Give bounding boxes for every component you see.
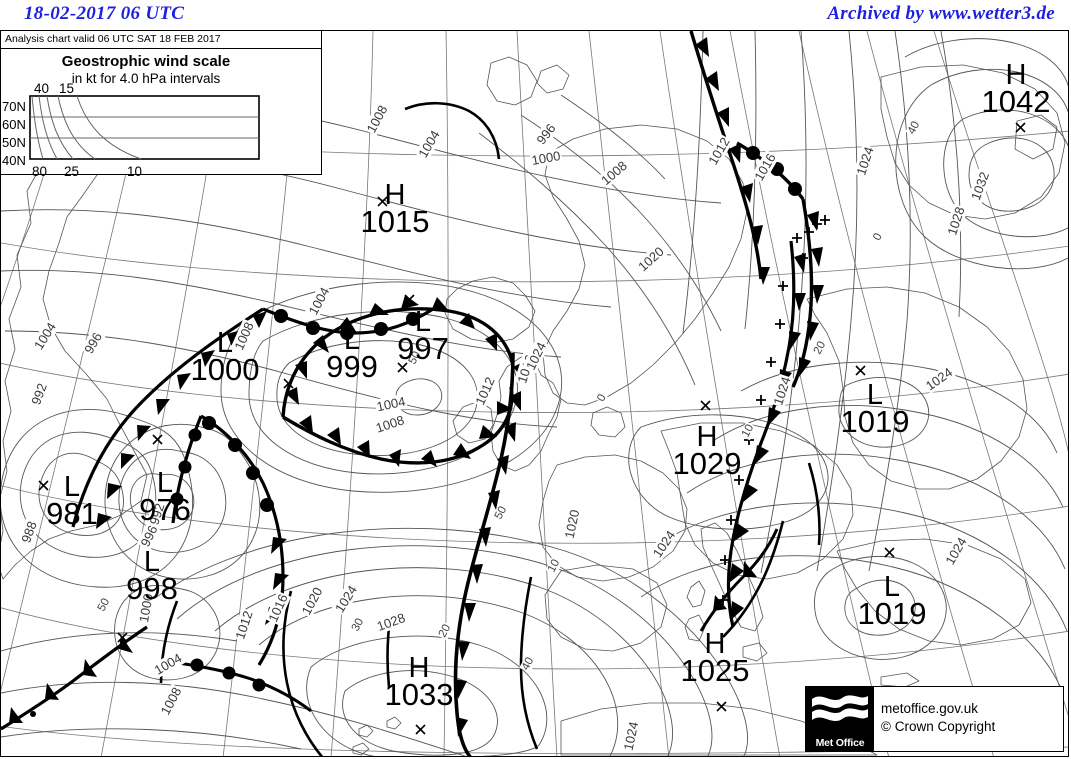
cold-front-italy xyxy=(699,528,779,632)
pressure-centre-l-981: L 981 xyxy=(26,471,118,531)
pressure-centre-l-1019: L 1019 xyxy=(829,379,921,439)
pressure-centre-value: 1033 xyxy=(384,677,454,712)
pressure-centre-type: H xyxy=(1005,59,1027,91)
pressure-centre-value: 1019 xyxy=(840,404,910,439)
pressure-centre-value: 1029 xyxy=(672,446,742,481)
pressure-centre-type: L xyxy=(883,571,901,603)
cold-front-998-trailing xyxy=(178,658,312,713)
pressure-centre-type: H xyxy=(704,628,726,660)
pressure-centre-value: 1015 xyxy=(360,204,430,239)
legend-tick-bottom-25: 25 xyxy=(64,164,80,179)
pressure-centre-type: L xyxy=(143,546,161,578)
pressure-centre-h-1033: H 1033 xyxy=(373,652,465,712)
pressure-centre-value: 997 xyxy=(397,331,449,366)
archive-credit: Archived by www.wetter3.de xyxy=(827,3,1055,24)
pressure-centre-l-1000: L 1000 xyxy=(179,327,271,387)
cold-front-southwest xyxy=(1,625,148,731)
pressure-centre-type: L xyxy=(63,471,81,503)
pressure-centre-value: 1019 xyxy=(857,596,927,631)
legend-body: Geostrophic wind scale in kt for 4.0 hPa… xyxy=(1,48,321,179)
pressure-centre-layer: H 1042 H 1015 L 1000 L 999 L 997 L 1019 H 1029 L 981 L 97… xyxy=(1,31,1068,756)
legend-tick-top-15: 15 xyxy=(59,81,75,96)
cold-front-greenland xyxy=(71,307,267,529)
metoffice-copyright: © Crown Copyright xyxy=(881,719,996,735)
analysis-chart-caption: Analysis chart valid 06 UTC SAT 18 FEB 2… xyxy=(5,33,221,45)
metoffice-url: metoffice.gov.uk xyxy=(881,701,979,716)
cold-front-scandinavia xyxy=(689,31,770,285)
chart-datetime: 18-02-2017 06 UTC xyxy=(24,3,185,24)
pressure-centre-type: L xyxy=(216,327,234,359)
legend-lat-70n: 70N xyxy=(2,99,26,114)
legend-tick-bottom-80: 80 xyxy=(32,164,48,179)
metoffice-wave-logo: Met Office xyxy=(806,687,874,751)
pressure-centre-type: L xyxy=(866,379,884,411)
pressure-centre-markers xyxy=(38,122,1026,735)
pressure-centre-h-1025: H 1025 xyxy=(669,628,761,688)
pressure-centre-type: L xyxy=(343,324,361,356)
pressure-centre-type: L xyxy=(414,306,432,338)
pressure-centre-value: 976 xyxy=(139,492,191,527)
legend-subtitle: in kt for 4.0 hPa intervals xyxy=(71,71,221,86)
pressure-centre-value: 999 xyxy=(326,349,378,384)
pressure-centre-value: 1042 xyxy=(981,84,1051,119)
trough-italy xyxy=(722,520,785,638)
legend-title: Geostrophic wind scale xyxy=(61,53,231,70)
metoffice-logo-box: Met Office metoffice.gov.uk © Crown Copy… xyxy=(805,686,1064,752)
legend-tick-bottom-10: 10 xyxy=(127,164,143,179)
page-header: 18-02-2017 06 UTC Archived by www.wetter… xyxy=(0,0,1071,30)
pressure-centre-l-998: L 998 xyxy=(106,546,198,606)
pressure-centre-type: H xyxy=(408,652,430,684)
legend-curves xyxy=(29,95,260,160)
metoffice-wordmark: Met Office xyxy=(815,737,865,749)
pressure-centre-l-1019: L 1019 xyxy=(846,571,938,631)
pressure-centre-h-1029: H 1029 xyxy=(661,421,753,481)
legend-tick-top-40: 40 xyxy=(34,81,50,96)
pressure-centre-type: H xyxy=(696,421,718,453)
metoffice-text-block: metoffice.gov.uk © Crown Copyright xyxy=(874,687,1063,751)
pressure-centre-h-1015: H 1015 xyxy=(349,179,441,239)
pressure-centre-l-999: L 999 xyxy=(306,324,398,384)
geostrophic-wind-scale-legend: Analysis chart valid 06 UTC SAT 18 FEB 2… xyxy=(0,30,322,179)
pressure-centre-value: 1025 xyxy=(680,653,750,688)
occluded-front-norway xyxy=(791,198,824,388)
legend-lat-40n: 40N xyxy=(2,153,26,168)
legend-lat-60n: 60N xyxy=(2,117,26,132)
occlusion-markers-scandinavia xyxy=(792,215,830,263)
legend-graph: 70N 60N 50N 40N 40 15 80 25 10 xyxy=(1,81,321,179)
occluded-front-999-north xyxy=(281,295,515,418)
pressure-centre-l-976: L 976 xyxy=(119,467,211,527)
wave-icon xyxy=(812,695,868,722)
legend-lat-50n: 50N xyxy=(2,135,26,150)
pressure-centre-value: 981 xyxy=(46,496,98,531)
cold-front-999-south xyxy=(282,386,514,467)
warm-front-976 xyxy=(170,415,203,524)
pressure-centre-value: 1000 xyxy=(190,352,260,387)
pressure-centre-type: L xyxy=(156,467,174,499)
pressure-centre-type: H xyxy=(384,179,406,211)
pressure-centre-h-1042: H 1042 xyxy=(970,59,1062,119)
pressure-centre-l-997: L 997 xyxy=(377,306,469,366)
pressure-centre-value: 998 xyxy=(126,571,178,606)
